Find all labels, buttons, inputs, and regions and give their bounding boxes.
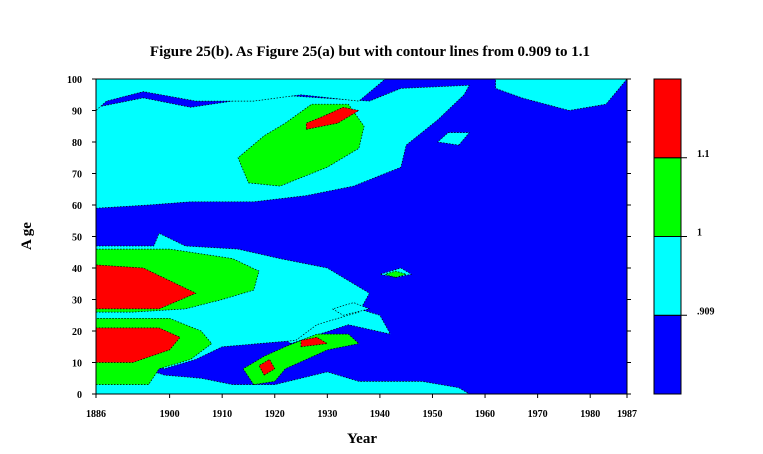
contour-region-13 [237, 103, 365, 187]
y-tick-label: 50 [72, 233, 82, 244]
y-tick-label: 0 [77, 390, 82, 401]
x-tick-label: 1930 [317, 409, 337, 420]
contour-region-19 [305, 106, 360, 130]
x-tick-label: 1980 [580, 409, 600, 420]
x-axis-title: Year [347, 431, 377, 447]
chart-title: Figure 25(b). As Figure 25(a) but with c… [150, 44, 590, 60]
x-axis-ticks: 1886 1900 1910 1920 1930 1940 1950 1960 1970 1980… [86, 394, 637, 420]
legend-label: 1 [697, 228, 702, 239]
y-tick-label: 90 [72, 107, 82, 118]
legend: .909 1 1.1 [653, 78, 715, 395]
x-tick-label: 1950 [422, 409, 442, 420]
y-axis-ticks: 0 10 20 30 40 50 60 70 80 90 100 [67, 75, 631, 401]
y-tick-label: 70 [72, 170, 82, 181]
contour-region-9 [332, 302, 370, 316]
legend-label: .909 [697, 306, 715, 317]
legend-swatch [653, 78, 682, 159]
x-tick-label: 1920 [265, 409, 285, 420]
x-tick-label: 1900 [160, 409, 180, 420]
contour-region-12 [242, 333, 360, 385]
y-tick-label: 100 [67, 75, 82, 86]
legend-swatch [653, 314, 682, 395]
contour-region-18 [300, 336, 328, 348]
y-tick-label: 20 [72, 327, 82, 338]
x-tick-label: 1910 [212, 409, 232, 420]
contour-region-16 [95, 264, 197, 310]
y-tick-label: 60 [72, 201, 82, 212]
contour-regions [95, 78, 628, 395]
y-axis-title: A ge [19, 222, 35, 250]
x-tick-label: 1960 [475, 409, 495, 420]
contour-region-5 [95, 78, 386, 111]
contour-region-14 [384, 270, 407, 278]
legend-swatch [653, 236, 682, 316]
legend-label: 1.1 [697, 149, 710, 160]
x-tick-label: 1940 [370, 409, 390, 420]
plot-area [95, 78, 628, 395]
contour-region-6 [495, 78, 628, 111]
contour-region-17 [258, 359, 276, 376]
y-tick-label: 40 [72, 264, 82, 275]
y-tick-label: 30 [72, 296, 82, 307]
contour-region-7 [437, 132, 470, 146]
x-tick-label: 1970 [528, 409, 548, 420]
legend-swatch [653, 157, 682, 237]
y-tick-label: 10 [72, 359, 82, 370]
x-tick-label: 1987 [617, 409, 637, 420]
y-tick-label: 80 [72, 138, 82, 149]
x-tick-label: 1886 [86, 409, 106, 420]
